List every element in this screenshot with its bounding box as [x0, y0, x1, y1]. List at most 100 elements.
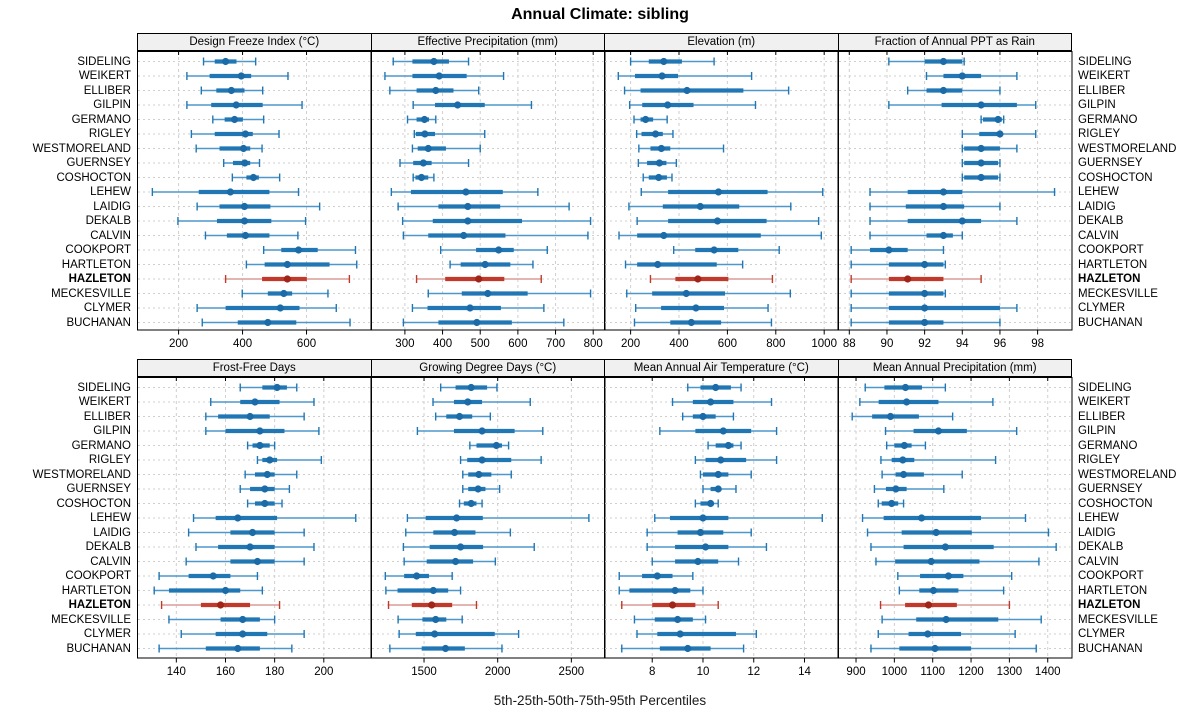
median-dot: [234, 514, 242, 522]
station-label-left: GERMANO: [71, 113, 131, 126]
median-dot: [477, 427, 486, 435]
median-dot: [891, 485, 899, 493]
median-dot: [917, 514, 925, 522]
median-dot: [441, 644, 449, 653]
median-dot: [930, 644, 939, 653]
median-dot: [920, 260, 928, 269]
station-label-left: LEHEW: [90, 186, 131, 198]
station-label-right: DEKALB: [1078, 541, 1124, 553]
tick-label: 400: [432, 338, 451, 350]
median-dot: [474, 470, 482, 479]
median-dot: [900, 441, 908, 450]
tick-label: 12: [747, 666, 760, 678]
station-label-right: COOKPORT: [1078, 244, 1144, 256]
tick-label: 98: [1031, 338, 1044, 350]
station-label-right: BUCHANAN: [1078, 316, 1143, 329]
tick-label: 200: [169, 338, 188, 350]
station-label-left: SIDELING: [77, 55, 131, 68]
median-dot: [280, 289, 288, 298]
panel-frame: [837, 377, 1072, 659]
panel-3: 88 90 92 94 96 98: [837, 51, 1072, 350]
station-label-left: HARTLETON: [61, 258, 131, 271]
station-label-left: GERMANO: [71, 439, 131, 452]
median-dot: [463, 202, 471, 211]
station-label-left: GUERNSEY: [66, 483, 131, 495]
median-dot: [419, 159, 427, 167]
median-dot: [461, 188, 470, 196]
median-dot: [429, 586, 437, 595]
median-dot: [256, 427, 264, 435]
median-dot: [232, 101, 240, 109]
tick-label: 200: [621, 338, 640, 350]
station-label-left: HARTLETON: [61, 584, 131, 597]
panel-strip: Elevation (m): [604, 33, 839, 51]
station-label-right: RIGLEY: [1078, 454, 1121, 466]
median-dot: [239, 144, 248, 153]
station-label-left: BUCHANAN: [66, 642, 131, 655]
tick-label: 800: [766, 338, 785, 350]
station-label-left: ELLIBER: [83, 410, 131, 423]
panel-2: 200 400 600 800 1000: [604, 51, 839, 350]
station-label-left: WEIKERT: [78, 396, 131, 408]
station-label-right: CALVIN: [1078, 555, 1119, 568]
median-dot: [903, 275, 911, 283]
tick-label: 1100: [920, 666, 945, 678]
median-dot: [714, 188, 723, 196]
station-label-right: CLYMER: [1078, 628, 1126, 640]
station-label-right: LEHEW: [1078, 186, 1119, 198]
median-dot: [234, 644, 242, 653]
median-dot: [939, 231, 947, 240]
median-dot: [420, 130, 428, 138]
station-label-left: LAIDIG: [93, 526, 131, 539]
median-dot: [467, 499, 475, 508]
station-label-left: DEKALB: [85, 215, 131, 227]
median-dot: [294, 246, 303, 254]
tick-label: 92: [918, 338, 931, 350]
median-dot: [712, 383, 720, 392]
station-label-right: HARTLETON: [1078, 584, 1148, 597]
median-dot: [920, 304, 928, 312]
median-dot: [216, 601, 225, 609]
median-dot: [459, 231, 467, 240]
median-dot: [420, 115, 428, 124]
median-dot: [227, 86, 235, 95]
tick-label: 600: [508, 338, 527, 350]
median-dot: [222, 57, 230, 66]
median-dot: [706, 398, 715, 406]
median-dot: [920, 289, 928, 298]
median-dot: [276, 304, 284, 312]
median-dot: [451, 557, 459, 566]
median-dot: [412, 572, 420, 580]
station-label-right: MECKESVILLE: [1078, 287, 1158, 300]
median-dot: [932, 528, 940, 537]
station-label-left: COSHOCTON: [56, 497, 131, 510]
median-dot: [958, 217, 966, 225]
panel-6: 8 10 12 14: [604, 377, 839, 678]
station-label-left: GUERNSEY: [66, 157, 131, 169]
median-dot: [431, 86, 439, 95]
median-dot: [694, 275, 702, 283]
station-label-left: CLYMER: [83, 628, 131, 640]
median-dot: [958, 72, 966, 80]
station-label-right: MECKESVILLE: [1078, 613, 1158, 626]
median-dot: [977, 101, 985, 109]
median-dot: [654, 260, 662, 269]
station-label-left: CLYMER: [83, 302, 131, 314]
median-dot: [494, 246, 502, 254]
panel-strip: Fraction of Annual PPT as Rain: [837, 33, 1072, 51]
median-dot: [694, 557, 702, 566]
median-dot: [474, 485, 482, 493]
tick-label: 88: [842, 338, 855, 350]
panel-strip: Growing Degree Days (°C): [370, 359, 605, 377]
panel-frame: [837, 51, 1072, 331]
station-label-right: CALVIN: [1078, 229, 1119, 242]
median-dot: [719, 427, 727, 435]
median-dot: [240, 217, 249, 225]
station-label-left: COSHOCTON: [56, 171, 131, 184]
median-dot: [249, 173, 258, 182]
median-dot: [899, 470, 907, 479]
station-label-right: GUERNSEY: [1078, 483, 1143, 495]
median-dot: [253, 557, 262, 566]
median-dot: [920, 318, 928, 327]
median-dot: [929, 586, 937, 595]
